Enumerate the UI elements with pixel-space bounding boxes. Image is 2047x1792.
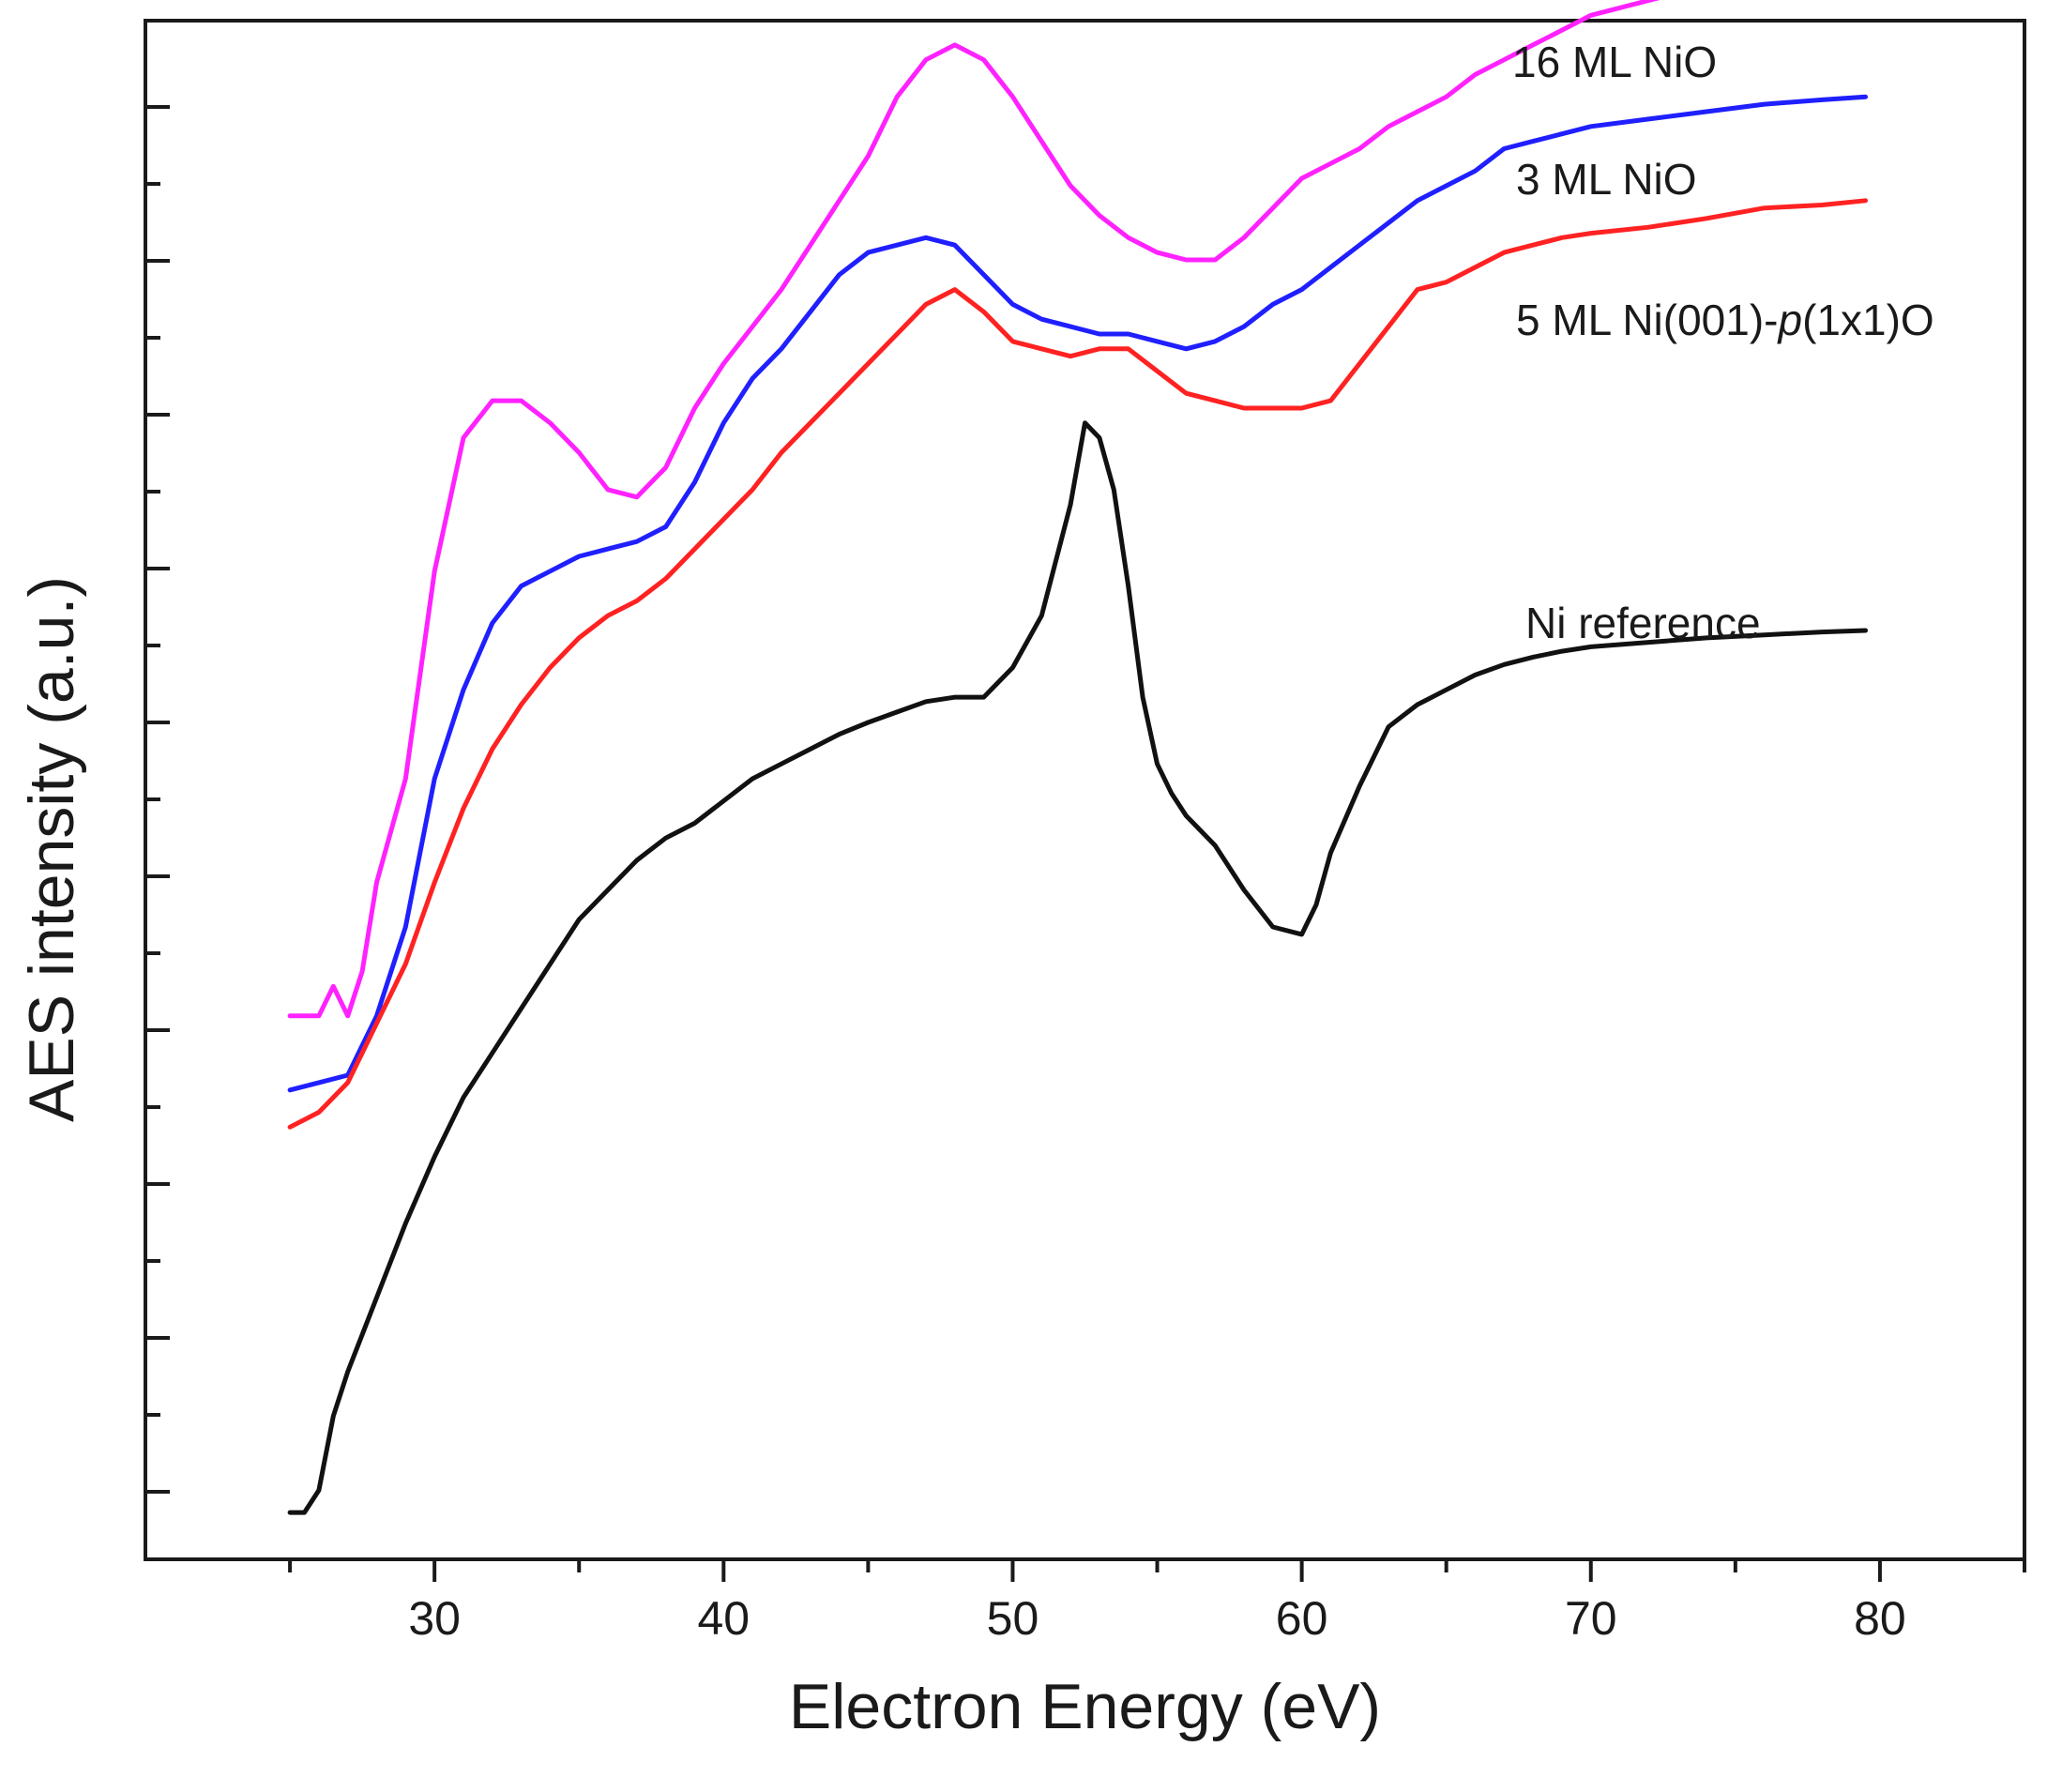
x-tick-label: 70 (1565, 1592, 1617, 1645)
y-axis-ticks (145, 105, 170, 1494)
x-axis-tick-labels: 30 40 50 60 70 80 (408, 1592, 1905, 1645)
series-lines (287, 0, 1868, 1515)
series-line-16-ml-nio (287, 0, 1660, 1019)
x-tick-label: 50 (987, 1592, 1039, 1645)
x-tick-label: 60 (1276, 1592, 1328, 1645)
series-label: Ni reference (1525, 599, 1761, 647)
series-line-5-ml-ni-001-p-1x1-o (287, 198, 1868, 1130)
x-tick-label: 40 (697, 1592, 750, 1645)
plot-area-frame (144, 19, 2026, 1561)
x-tick-label: 80 (1854, 1592, 1906, 1645)
series-labels: 16 ML NiO 3 ML NiO 5 ML Ni(001)-p(1x1)O Ni … (1512, 38, 1934, 647)
series-label: 16 ML NiO (1512, 38, 1717, 86)
series-line-3-ml-nio (287, 94, 1868, 1093)
y-axis-title: AES intensity (a.u.) (16, 576, 87, 1122)
x-axis-title: Electron Energy (eV) (789, 1671, 1381, 1742)
x-tick-label: 30 (408, 1592, 461, 1645)
x-axis-ticks (288, 1559, 2026, 1582)
series-line-ni-reference (287, 420, 1868, 1515)
series-label: 5 ML Ni(001)-p(1x1)O (1516, 296, 1934, 344)
series-label: 3 ML NiO (1516, 155, 1697, 204)
